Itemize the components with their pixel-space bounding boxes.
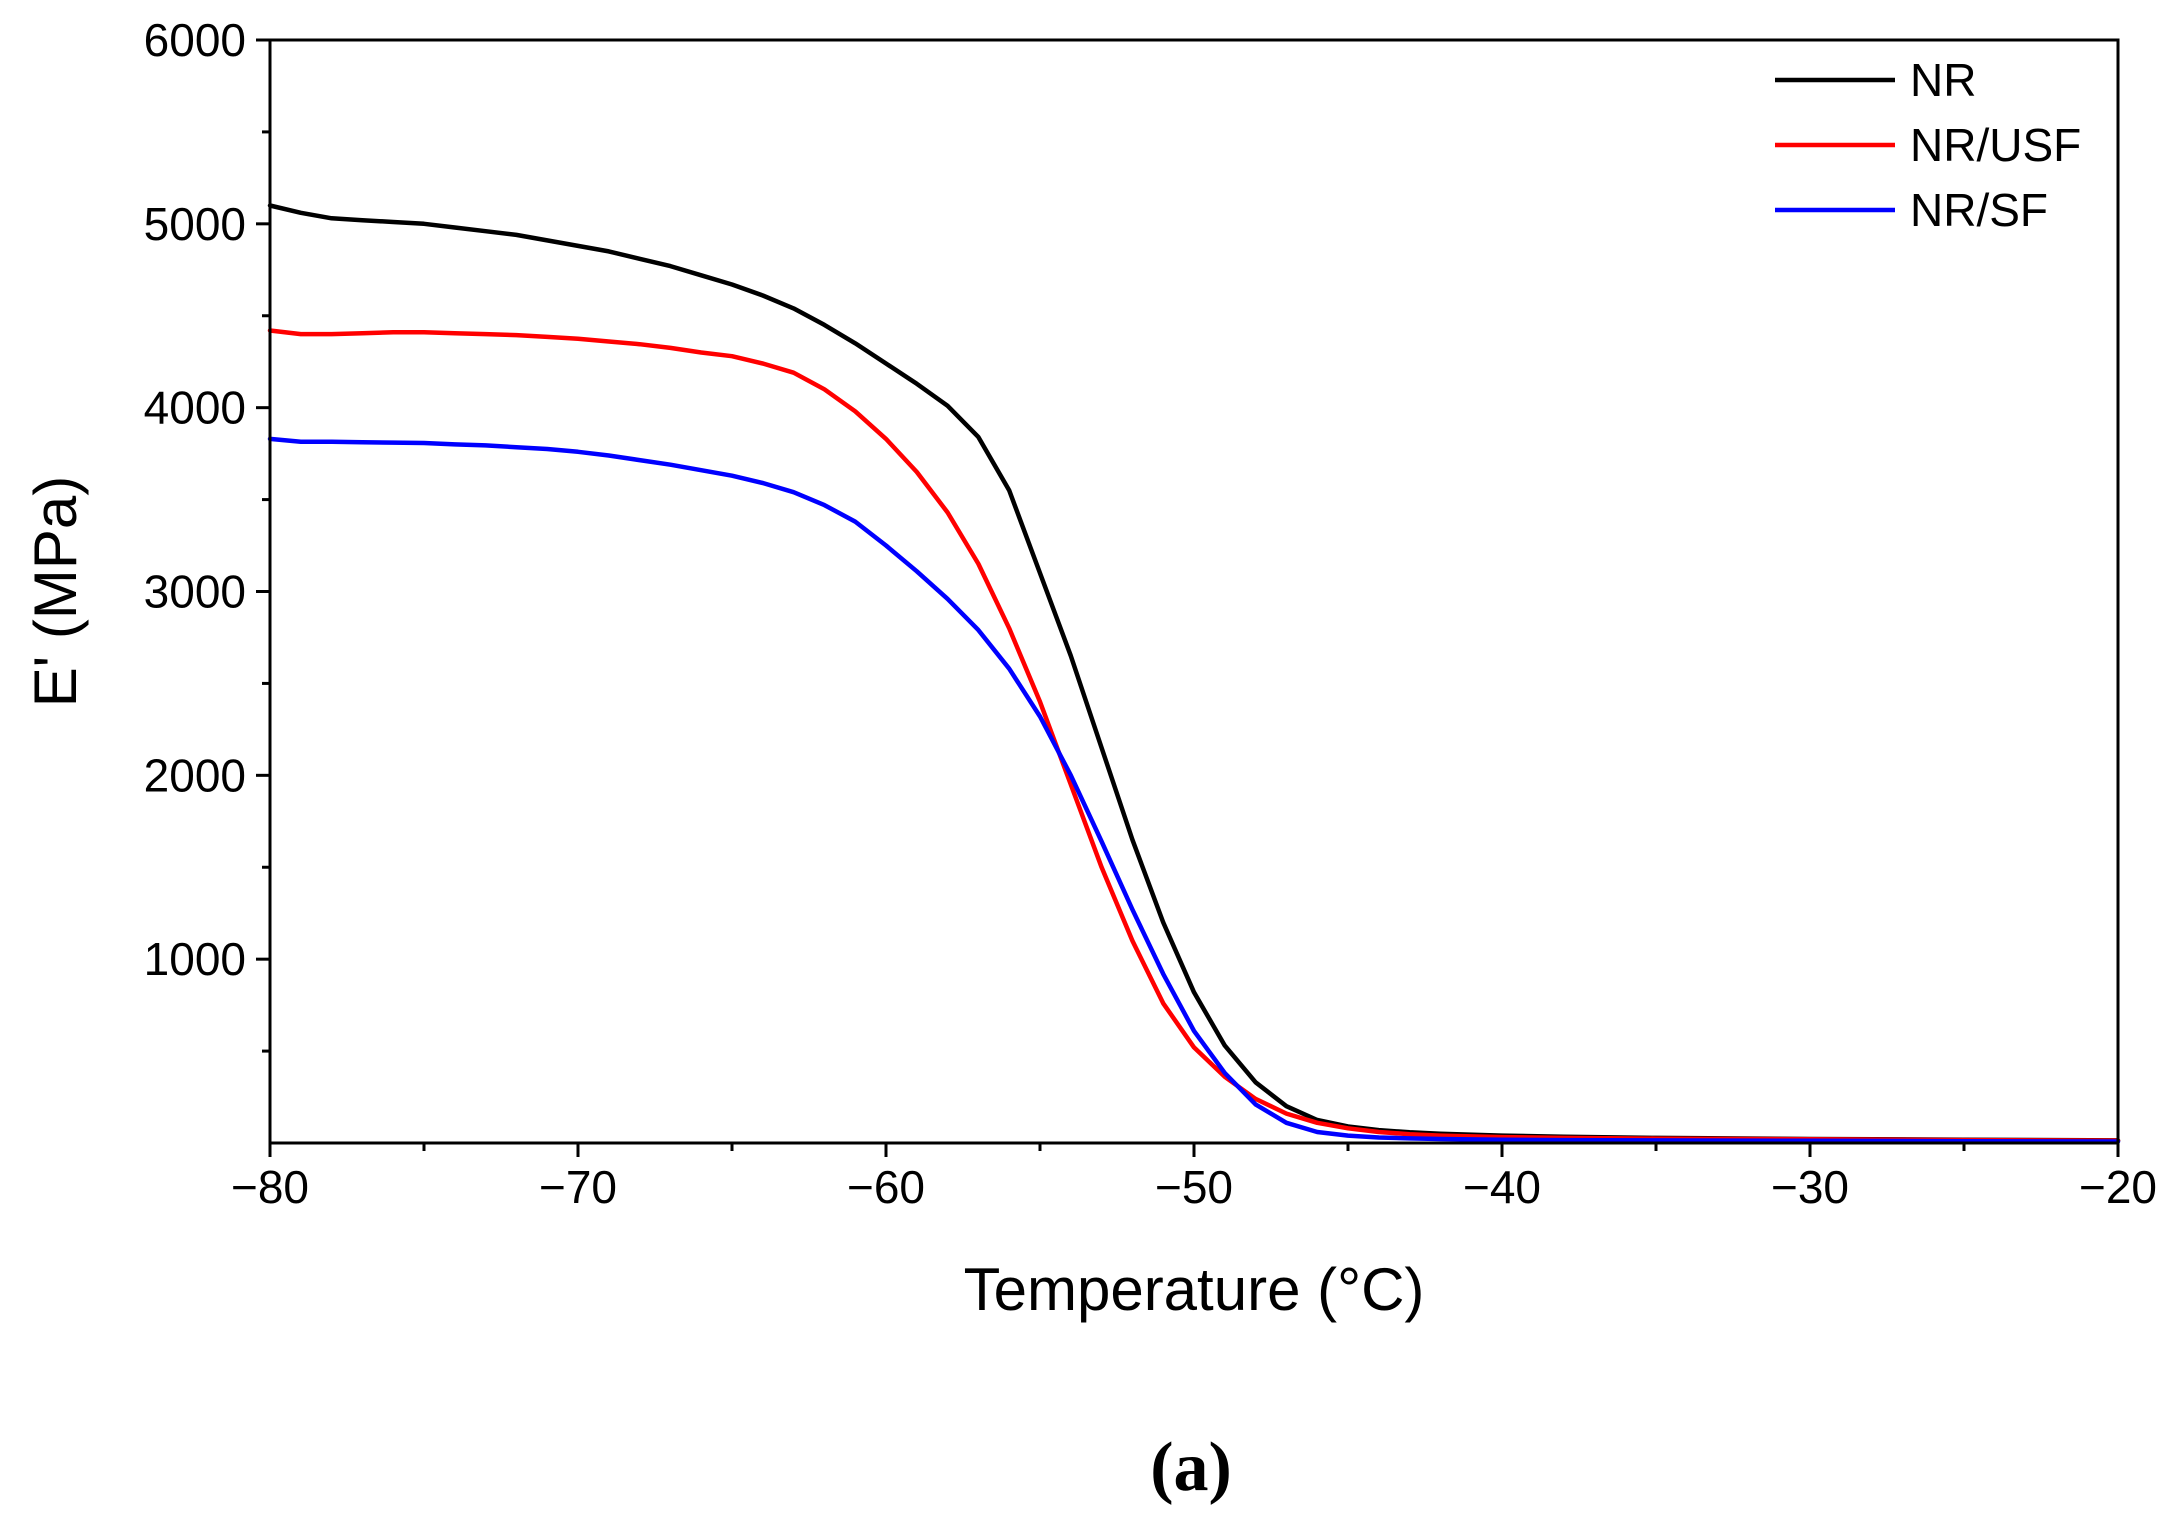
legend-label-nr: NR: [1910, 54, 1976, 106]
y-tick-label: 2000: [144, 749, 246, 801]
y-tick-label: 5000: [144, 198, 246, 250]
y-tick-label: 6000: [144, 14, 246, 66]
y-tick-label: 3000: [144, 566, 246, 618]
x-tick-label: −50: [1155, 1161, 1233, 1213]
x-axis-ticks: −80 −70 −60 −50 −40 −30 −20: [231, 1143, 2157, 1213]
x-tick-label: −30: [1771, 1161, 1849, 1213]
series-line-nr-sf: [267, 436, 2121, 1144]
series-layer: [267, 203, 2121, 1144]
y-tick-label: 1000: [144, 933, 246, 985]
y-tick-label: 4000: [144, 382, 246, 434]
x-tick-label: −80: [231, 1161, 309, 1213]
legend-label-nr-usf: NR/USF: [1910, 119, 2081, 171]
y-axis-ticks: 1000 2000 3000 4000 5000 6000: [144, 14, 270, 1053]
x-tick-label: −40: [1463, 1161, 1541, 1213]
x-axis-title: Temperature (°C): [964, 1256, 1425, 1323]
series-line-nr-usf: [267, 328, 2121, 1143]
x-tick-label: −20: [2079, 1161, 2157, 1213]
y-axis-title: E' (MPa): [22, 476, 89, 707]
panel-label: (a): [1150, 1429, 1232, 1506]
x-tick-label: −70: [539, 1161, 617, 1213]
legend: NR NR/USF NR/SF: [1775, 54, 2081, 236]
legend-label-nr-sf: NR/SF: [1910, 184, 2048, 236]
x-tick-label: −60: [847, 1161, 925, 1213]
